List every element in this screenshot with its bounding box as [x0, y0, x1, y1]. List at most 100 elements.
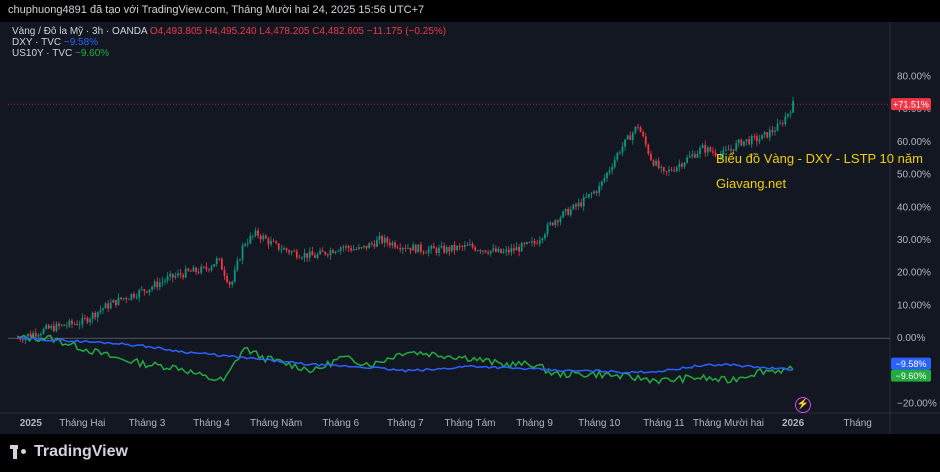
gold-candle — [192, 267, 195, 272]
gold-candle — [590, 193, 593, 195]
gold-candle — [177, 273, 179, 276]
gold-candle — [430, 245, 433, 250]
gold-candle — [345, 245, 347, 248]
gold-candle — [135, 297, 138, 299]
gold-candle — [169, 273, 172, 277]
gold-candle — [466, 245, 469, 246]
gold-candle — [125, 298, 128, 300]
gold-candle — [740, 139, 743, 146]
legend-us10y[interactable]: US10Y · TVC −9.60% — [12, 48, 109, 59]
gold-candle — [699, 148, 701, 154]
gold-candle — [283, 248, 285, 250]
gold-candle — [140, 289, 143, 291]
gold-candle — [497, 248, 500, 252]
gold-candle — [78, 324, 81, 326]
gold-candle — [647, 144, 650, 154]
gold-candle — [355, 249, 358, 250]
gold-candle — [469, 244, 471, 246]
gold-candle — [758, 139, 761, 142]
gold-candle — [559, 217, 562, 223]
gold-candle — [280, 249, 283, 251]
gold-candle — [435, 248, 438, 253]
legend-dxy[interactable]: DXY · TVC −9.58% — [12, 37, 98, 48]
gold-candle — [696, 153, 699, 158]
gold-candle — [412, 244, 415, 251]
gold-candle — [657, 160, 660, 169]
gold-candle — [388, 242, 391, 246]
gold-candle — [487, 252, 489, 254]
gold-candle — [19, 338, 22, 340]
gold-candle — [396, 247, 399, 249]
gold-candle — [750, 135, 753, 145]
series-line-us10y — [17, 333, 794, 385]
gold-candle — [665, 171, 668, 172]
gold-candle — [593, 191, 595, 194]
gold-candle — [419, 244, 422, 252]
gold-candle — [213, 264, 216, 267]
gold-candle — [156, 281, 159, 288]
gold-candle — [768, 130, 771, 138]
gold-candle — [228, 281, 231, 285]
price-badge — [891, 98, 931, 111]
gold-candle — [290, 251, 293, 253]
gold-candle — [58, 323, 60, 326]
gold-candle — [373, 243, 376, 247]
gold-candle — [776, 123, 779, 131]
footer-bar — [0, 434, 940, 472]
gold-candle — [324, 251, 327, 255]
gold-candle — [438, 247, 440, 253]
gold-candle — [391, 242, 394, 246]
gold-candle — [458, 245, 461, 247]
gold-candle — [712, 151, 714, 153]
gold-candle — [166, 276, 169, 281]
gold-candle — [303, 253, 306, 258]
gold-candle — [215, 258, 218, 265]
lightning-icon[interactable]: ⚡ — [795, 397, 811, 413]
gold-candle — [668, 169, 670, 172]
gold-candle — [624, 139, 626, 147]
price-badge-label: −9.58% — [896, 359, 927, 369]
gold-candle — [76, 323, 79, 326]
gold-candle — [158, 282, 161, 288]
gold-candle — [86, 317, 89, 323]
gold-candle — [138, 290, 141, 298]
gold-candle — [582, 197, 585, 207]
gold-candle — [414, 244, 417, 253]
gold-candle — [639, 127, 642, 133]
brand-logo[interactable]: TradingView — [10, 443, 128, 461]
gold-candle — [541, 238, 544, 241]
gold-candle — [789, 112, 792, 114]
gold-candle — [735, 143, 738, 151]
gold-candle — [673, 170, 676, 172]
x-tick-label: Tháng 9 — [516, 418, 553, 429]
gold-candle — [21, 339, 24, 341]
gold-candle — [34, 332, 37, 337]
gold-candle — [489, 250, 492, 254]
gold-candle — [55, 323, 58, 332]
gold-candle — [60, 324, 63, 326]
gold-candle — [231, 281, 234, 285]
gold-candle — [660, 167, 663, 169]
gold-candle — [688, 155, 691, 158]
gold-candle — [394, 242, 396, 248]
gold-candle — [701, 145, 704, 149]
x-tick-label: Tháng Tám — [445, 418, 496, 429]
gold-candle — [350, 248, 353, 251]
gold-candle — [226, 275, 228, 282]
gold-candle — [386, 237, 389, 243]
gold-candle — [244, 244, 247, 246]
gold-candle — [743, 141, 745, 146]
gold-candle — [104, 303, 107, 309]
gold-candle — [270, 240, 272, 245]
gold-candle — [295, 251, 298, 258]
gold-candle — [502, 251, 505, 253]
y-tick-label: 50.00% — [897, 170, 931, 181]
legend-gold[interactable]: Vàng / Đô la Mỹ · 3h · OANDA O4,493.805 … — [12, 26, 446, 37]
gold-candle — [787, 113, 789, 117]
legend-gold-change: −11.175 (−0.25%) — [366, 26, 447, 37]
gold-candle — [332, 250, 334, 253]
gold-candle — [277, 243, 280, 250]
gold-candles — [16, 96, 794, 345]
gold-candle — [706, 147, 709, 153]
